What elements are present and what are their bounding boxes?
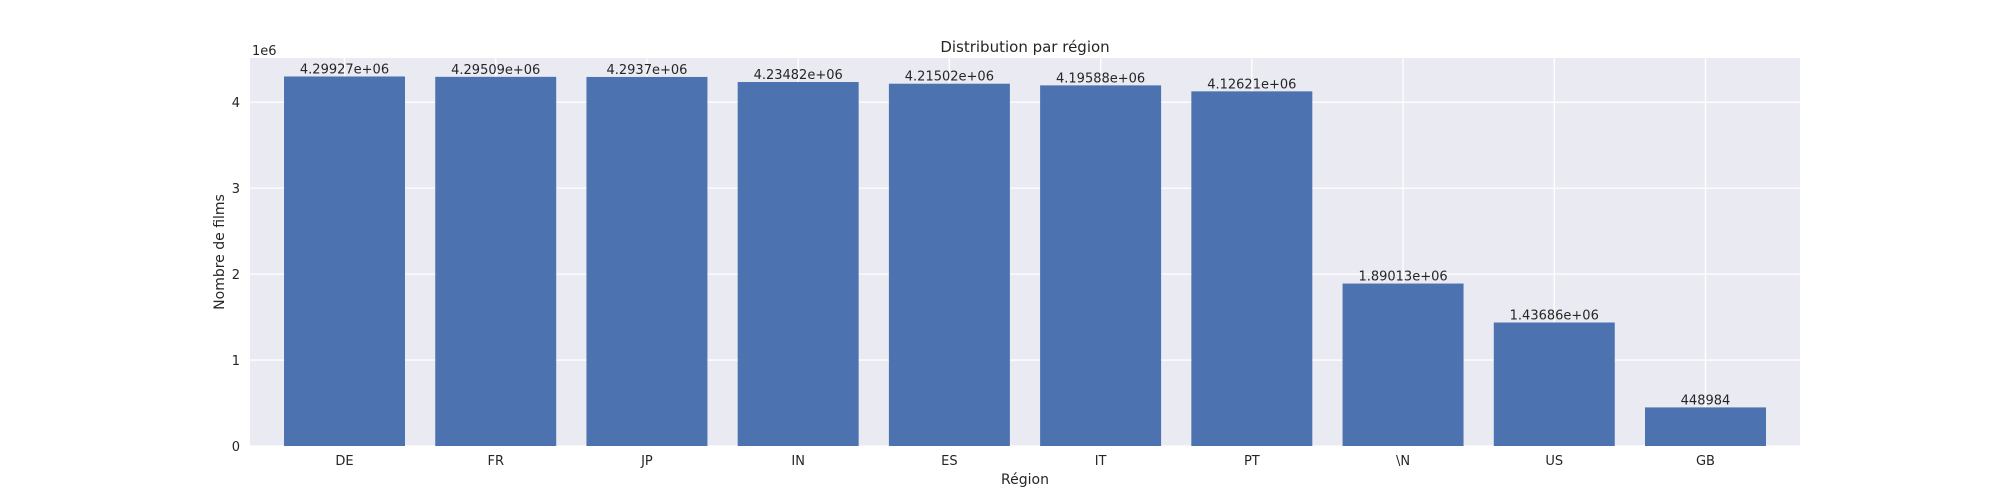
x-tick-label: ES	[941, 454, 957, 469]
y-axis-offset-label: 1e6	[252, 44, 277, 59]
x-tick-label: US	[1545, 454, 1563, 469]
chart-title: Distribution par région	[940, 38, 1109, 56]
x-tick-label: FR	[487, 454, 504, 469]
y-tick-label: 4	[232, 96, 240, 111]
y-tick-label: 1	[232, 354, 240, 369]
x-tick-label: DE	[335, 454, 353, 469]
y-axis-label: Nombre de films	[212, 194, 228, 310]
x-axis-label: Région	[1001, 472, 1049, 488]
data-label: 448984	[1681, 393, 1731, 408]
bar	[737, 82, 859, 446]
bar	[1040, 85, 1162, 447]
x-tick-label: JP	[640, 454, 653, 469]
data-label: 4.29509e+06	[451, 63, 540, 78]
x-tick-label: PT	[1244, 454, 1260, 469]
data-label: 4.2937e+06	[606, 63, 687, 78]
data-label: 1.89013e+06	[1358, 270, 1447, 285]
bar	[1342, 283, 1464, 446]
bar	[888, 83, 1010, 446]
y-tick-label: 3	[232, 182, 240, 197]
x-tick-label: IT	[1095, 454, 1107, 469]
bar	[1191, 91, 1313, 447]
data-label: 4.29927e+06	[300, 62, 389, 77]
data-label: 4.12621e+06	[1207, 77, 1296, 92]
bar	[586, 76, 708, 446]
ticks: 0 1 2 3 4 DE FR JP IN ES IT PT \N US GB	[232, 96, 1715, 469]
x-tick-label: GB	[1696, 454, 1715, 469]
x-tick-label: IN	[791, 454, 805, 469]
data-label: 1.43686e+06	[1510, 309, 1599, 324]
data-label: 4.19588e+06	[1056, 71, 1145, 86]
bar	[1645, 407, 1766, 446]
data-label: 4.21502e+06	[905, 70, 994, 85]
bars	[284, 76, 1766, 447]
bar	[435, 76, 557, 446]
y-tick-label: 2	[232, 268, 240, 283]
x-tick-label: \N	[1396, 454, 1410, 469]
y-tick-label: 0	[232, 440, 240, 455]
bar	[1493, 322, 1615, 446]
data-label: 4.23482e+06	[754, 68, 843, 83]
bar	[284, 76, 405, 447]
data-labels: 4.29927e+06 4.29509e+06 4.2937e+06 4.23482e…	[300, 62, 1730, 408]
